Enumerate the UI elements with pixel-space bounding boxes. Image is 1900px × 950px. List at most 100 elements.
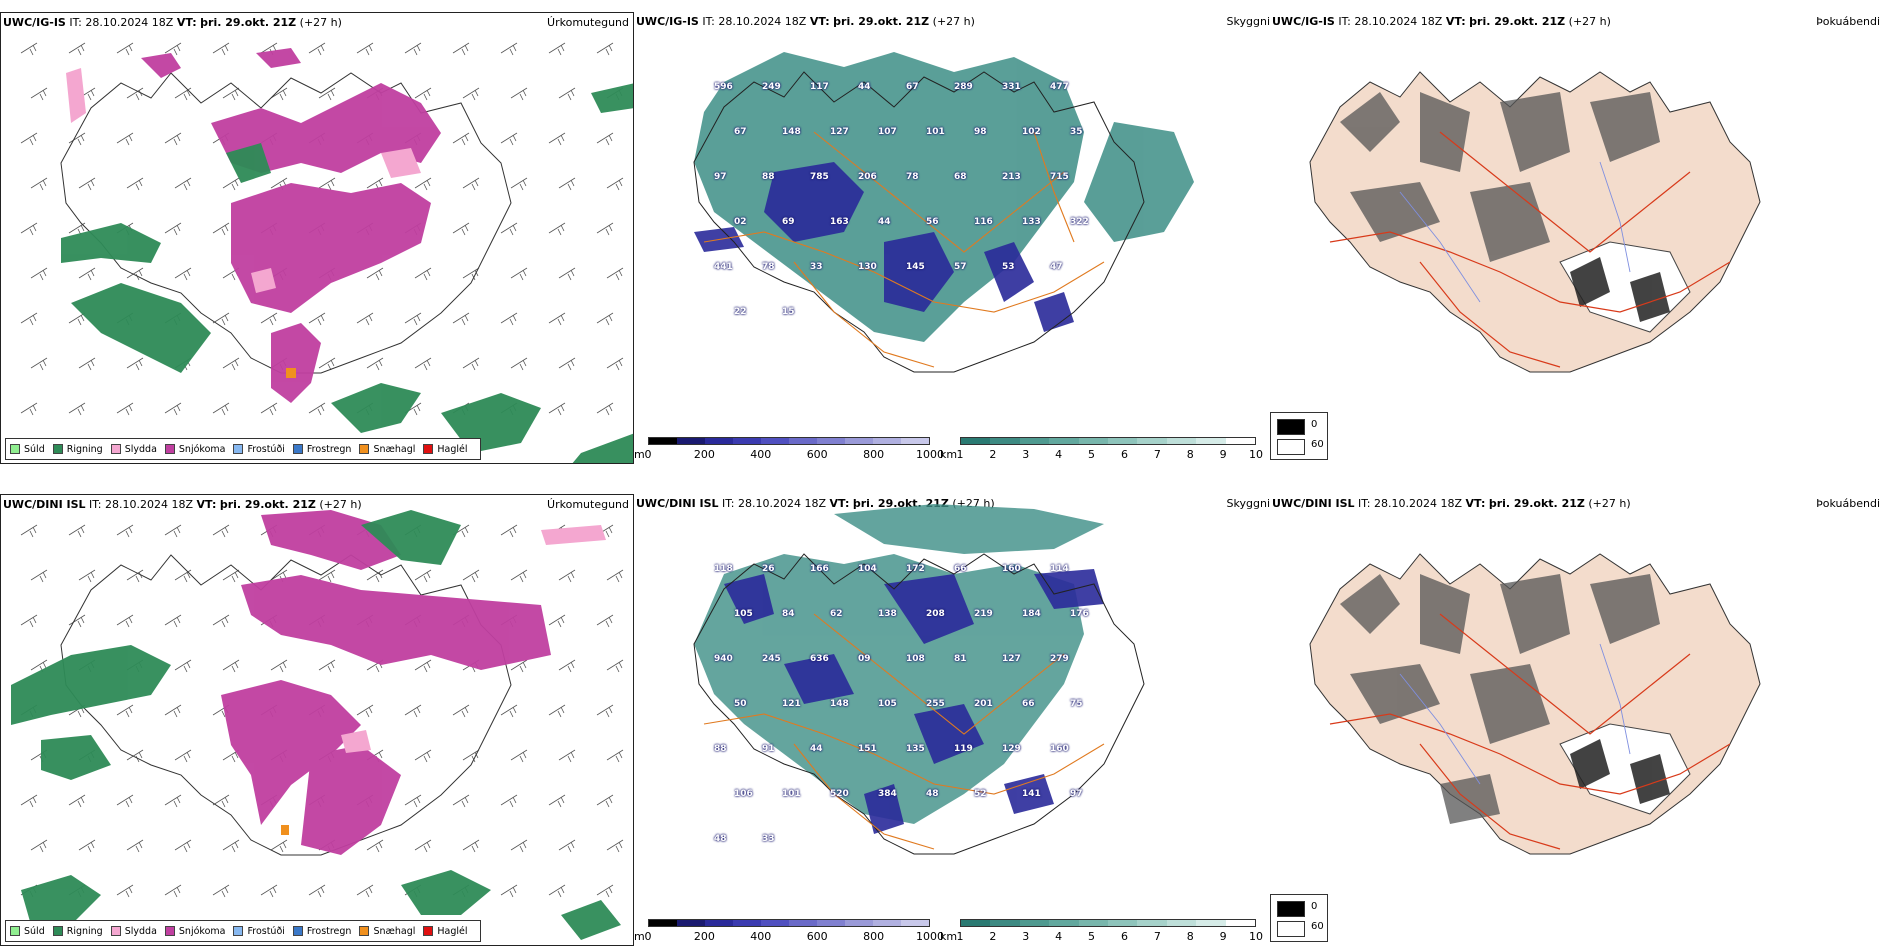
elevation-label: 107	[878, 127, 897, 137]
wind-barb	[116, 524, 134, 538]
wind-barb	[222, 569, 240, 583]
wind-barb	[174, 267, 192, 281]
wind-barb	[462, 749, 480, 763]
wind-barb	[510, 569, 528, 583]
legend-swatch	[164, 444, 175, 454]
legend-item-frostúði: Frostúði	[233, 926, 285, 937]
wind-barb	[596, 794, 614, 808]
elevation-colorbar-strip	[648, 437, 930, 445]
legend-item-rigning: Rigning	[52, 444, 103, 455]
elevation-label: 33	[762, 834, 775, 844]
fog-map-canvas	[1309, 553, 1761, 855]
wind-barb	[164, 524, 182, 538]
wind-barb	[174, 569, 192, 583]
elevation-label: 118	[714, 564, 733, 574]
wind-barb	[212, 614, 230, 628]
wind-barb	[510, 357, 528, 371]
elevation-colorbar: m 0 200 400 600 800 1000	[634, 919, 944, 946]
elevation-label: 53	[1002, 262, 1015, 272]
elevation-label: 97	[1070, 789, 1083, 799]
wind-barb	[164, 884, 182, 898]
wind-barb	[164, 704, 182, 718]
wind-barb	[558, 357, 576, 371]
legend-swatch	[292, 926, 303, 936]
wind-barb	[174, 177, 192, 191]
colorbar-bin	[901, 920, 929, 926]
colorbar-bin	[1137, 438, 1167, 444]
wind-barb	[558, 267, 576, 281]
elevation-label: 97	[714, 172, 727, 182]
elevation-label: 75	[1070, 699, 1083, 709]
colorbar-tick-label: 800	[863, 930, 885, 943]
elevation-label: 279	[1050, 654, 1069, 664]
elevation-label: 172	[906, 564, 925, 574]
wind-barb	[548, 794, 566, 808]
wind-barb	[510, 659, 528, 673]
wind-barb	[20, 402, 38, 416]
fog-legend-bottom-swatch	[1277, 921, 1305, 937]
elevation-label: 69	[782, 217, 795, 227]
elevation-label: 35	[1070, 127, 1083, 137]
elevation-label: 145	[906, 262, 925, 272]
precip-header: UWC/DINI ISL IT: 28.10.2024 18Z VT: þri.…	[3, 498, 362, 511]
wind-barb	[500, 524, 518, 538]
wind-barb	[462, 569, 480, 583]
wind-barb	[20, 42, 38, 56]
legend-swatch	[423, 926, 434, 936]
wind-barb	[68, 42, 86, 56]
elevation-label: 108	[906, 654, 925, 664]
elevation-label: 322	[1070, 217, 1089, 227]
elevation-label: 106	[734, 789, 753, 799]
wind-barb	[510, 267, 528, 281]
wind-barb	[510, 87, 528, 101]
wind-barb	[222, 839, 240, 853]
colorbar-bin	[873, 438, 901, 444]
wind-barb	[356, 42, 374, 56]
elevation-label: 206	[858, 172, 877, 182]
colorbar-bin	[817, 438, 845, 444]
wind-barb	[462, 177, 480, 191]
elevation-label: 596	[714, 82, 733, 92]
wind-barb	[452, 42, 470, 56]
colorbar-bin	[1225, 920, 1256, 926]
colorbar-bin	[649, 920, 677, 926]
colorbar-tick-label: 1	[956, 448, 964, 461]
wind-barb	[30, 177, 48, 191]
legend-item-slydda: Slydda	[110, 443, 157, 455]
wind-barb	[116, 614, 134, 628]
elevation-label: 91	[762, 744, 775, 754]
colorbar-bin	[1225, 438, 1256, 444]
iceland-outline	[693, 553, 1145, 855]
wind-barb	[414, 839, 432, 853]
legend-item-haglél: Haglél	[423, 444, 468, 455]
elevation-label: 129	[1002, 744, 1021, 754]
wind-barb	[404, 312, 422, 326]
wind-barb	[548, 884, 566, 898]
fog-header: UWC/IG-IS IT: 28.10.2024 18Z VT: þri. 29…	[1272, 15, 1611, 28]
elevation-unit: m	[634, 448, 645, 461]
legend-item-súld: Súld	[10, 926, 45, 937]
colorbar-bin	[1137, 920, 1167, 926]
elevation-label: 15	[782, 307, 795, 317]
legend-label: Slydda	[124, 443, 157, 455]
wind-barb	[260, 884, 278, 898]
colorbar-bin	[761, 438, 789, 444]
elevation-label: 52	[974, 789, 987, 799]
wind-barb	[20, 614, 38, 628]
fog-title: Þokuábendi	[1816, 15, 1880, 28]
wind-barb	[222, 87, 240, 101]
fog-legend-box: 0 60	[1270, 412, 1328, 460]
colorbar-bin	[1049, 920, 1079, 926]
elevation-label: 62	[830, 609, 843, 619]
elevation-label: 477	[1050, 82, 1069, 92]
colorbar-bin	[901, 438, 929, 444]
elevation-label: 09	[858, 654, 871, 664]
colorbar-tick-label: 0	[644, 930, 652, 943]
elevation-label: 66	[954, 564, 967, 574]
elevation-label: 88	[762, 172, 775, 182]
wind-barb	[596, 312, 614, 326]
wind-barb	[318, 177, 336, 191]
cloud-header: UWC/IG-IS IT: 28.10.2024 18Z VT: þri. 29…	[636, 15, 975, 28]
elevation-label: 68	[954, 172, 967, 182]
elevation-label: 148	[782, 127, 801, 137]
